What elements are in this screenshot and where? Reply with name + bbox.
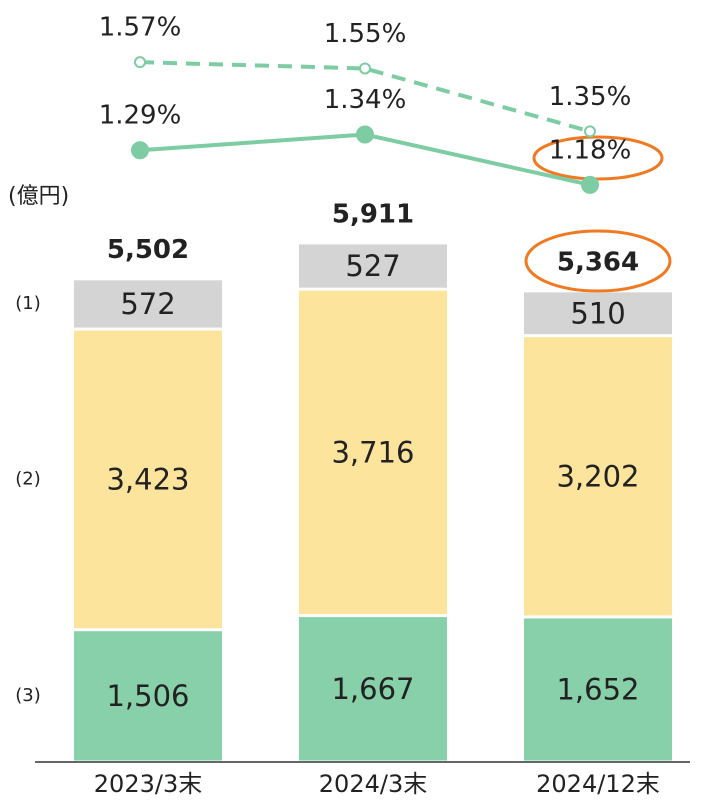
- value-label: 3,716: [331, 435, 414, 469]
- total-label: 5,911: [332, 199, 414, 229]
- unit-label: (億円): [8, 184, 69, 209]
- bar-segment: [74, 631, 222, 761]
- series-label: (1): [15, 293, 41, 314]
- bar-segment: [74, 280, 222, 328]
- bar-segment: [524, 337, 672, 616]
- bar-segment: [299, 617, 447, 761]
- line-marker: [581, 175, 599, 194]
- bar-segment: [524, 292, 672, 335]
- x-tick-label: 2024/3末: [319, 770, 427, 798]
- value-label: 1,652: [556, 672, 639, 706]
- highlight-ellipse: [524, 229, 672, 293]
- value-label: 1.34%: [324, 85, 407, 115]
- line-marker: [131, 141, 149, 160]
- value-label: 527: [345, 249, 400, 283]
- line-marker: [356, 125, 374, 144]
- bar-segment: [74, 330, 222, 629]
- value-label: 572: [120, 287, 175, 321]
- value-label: 1.18%: [549, 135, 632, 165]
- value-label: 510: [570, 296, 625, 330]
- bar-segment: [524, 618, 672, 761]
- value-label: 1,506: [106, 679, 189, 713]
- total-label: 5,364: [557, 247, 639, 277]
- series-label: (2): [15, 468, 41, 489]
- bar-segment: [299, 290, 447, 615]
- value-label: 3,202: [556, 459, 639, 493]
- value-label: 3,423: [106, 462, 189, 496]
- series-label: (3): [15, 685, 41, 706]
- x-tick-label: 2023/3末: [94, 770, 202, 798]
- line-marker: [134, 56, 146, 69]
- value-label: 1,667: [331, 672, 414, 706]
- bar-segment: [299, 244, 447, 288]
- highlight-ellipse: [532, 135, 664, 181]
- line-marker: [359, 62, 371, 75]
- line: [139, 60, 591, 134]
- total-label: 5,502: [107, 235, 189, 265]
- x-tick-label: 2024/12末: [536, 770, 660, 798]
- line-marker: [584, 125, 596, 138]
- value-label: 1.55%: [324, 19, 407, 49]
- value-label: 1.35%: [549, 82, 632, 112]
- value-label: 1.29%: [99, 101, 182, 131]
- value-label: 1.57%: [99, 13, 182, 43]
